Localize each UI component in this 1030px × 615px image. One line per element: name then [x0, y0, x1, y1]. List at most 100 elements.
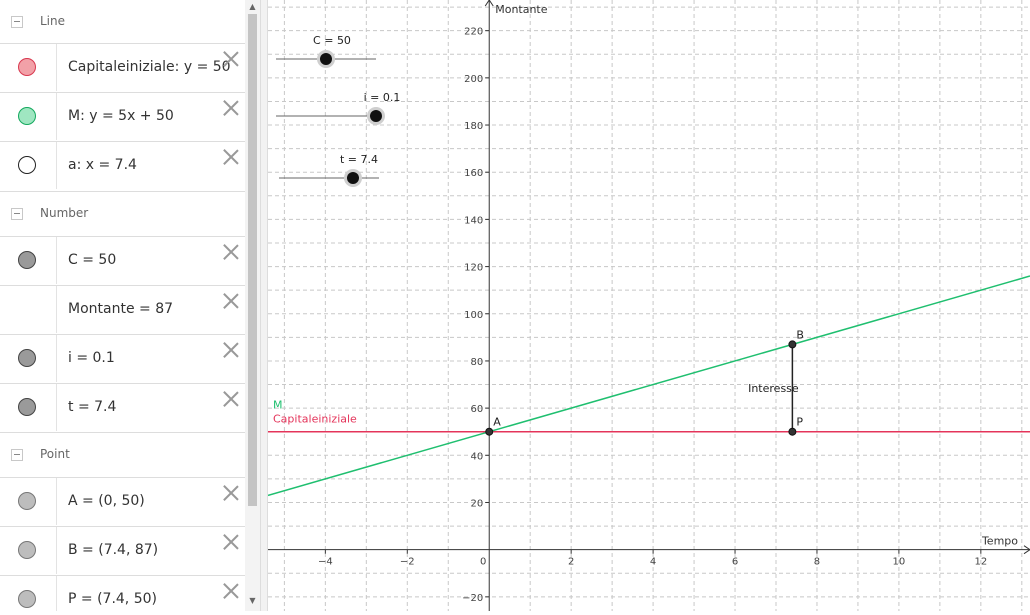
view-divider[interactable]	[260, 0, 268, 611]
delete-icon[interactable]	[221, 98, 241, 118]
delete-icon[interactable]	[221, 147, 241, 167]
algebra-item-point-p[interactable]: P = (7.4, 50)	[0, 575, 245, 611]
algebra-view: Line Capitaleiniziale: y = 50 M: y = 5x …	[0, 0, 245, 611]
y-tick-label: 120	[464, 263, 483, 274]
category-point: Point	[0, 432, 245, 476]
point-b[interactable]	[788, 340, 797, 349]
axes: Tempo Montante	[268, 0, 1030, 611]
slider-c-handle[interactable]	[320, 53, 332, 65]
y-tick-label: 20	[470, 498, 483, 509]
line-capitaleiniziale-label: Capitaleiniziale	[273, 413, 357, 426]
delete-icon[interactable]	[221, 242, 241, 262]
delete-icon[interactable]	[221, 389, 241, 409]
sliders: C = 50 i = 0.1 t = 7.4	[276, 34, 400, 187]
slider-c[interactable]: C = 50	[276, 34, 376, 68]
x-tick-label: 10	[893, 557, 906, 568]
y-tick-label: 220	[464, 27, 483, 38]
x-tick-label: 0	[480, 557, 486, 568]
point-label-p: P	[796, 416, 803, 429]
algebra-item-label: i = 0.1	[68, 350, 115, 366]
y-tick-label: 200	[464, 74, 483, 85]
category-point-label: Point	[40, 447, 70, 461]
visibility-toggle-icon[interactable]	[18, 349, 36, 367]
slider-t-handle[interactable]	[347, 172, 359, 184]
points: A B P	[485, 328, 804, 436]
line-m[interactable]	[267, 275, 1030, 497]
algebra-item-label: A = (0, 50)	[68, 493, 145, 509]
scroll-down-icon[interactable]: ▼	[249, 596, 256, 605]
category-line-label: Line	[40, 14, 66, 28]
algebra-item-m[interactable]: M: y = 5x + 50	[0, 92, 245, 140]
y-tick-label: 160	[464, 168, 483, 179]
delete-icon[interactable]	[221, 291, 241, 311]
delete-icon[interactable]	[221, 581, 241, 601]
y-tick-label: 100	[464, 310, 483, 321]
slider-t[interactable]: t = 7.4	[279, 153, 379, 187]
algebra-item-capitaleiniziale[interactable]: Capitaleiniziale: y = 50	[0, 43, 245, 91]
visibility-toggle-icon[interactable]	[18, 541, 36, 559]
y-axis-label: Montante	[495, 3, 548, 16]
y-tick-label: 140	[464, 215, 483, 226]
algebra-item-i[interactable]: i = 0.1	[0, 334, 245, 382]
slider-c-label: C = 50	[313, 34, 351, 47]
visibility-toggle-icon[interactable]	[18, 58, 36, 76]
y-tick-label: 80	[470, 357, 483, 368]
delete-icon[interactable]	[221, 483, 241, 503]
point-a[interactable]	[485, 427, 494, 436]
scroll-up-icon[interactable]: ▲	[249, 2, 256, 11]
algebra-item-label: P = (7.4, 50)	[68, 591, 157, 607]
slider-i-label: i = 0.1	[364, 91, 401, 104]
delete-icon[interactable]	[221, 532, 241, 552]
delete-icon[interactable]	[221, 340, 241, 360]
y-tick-label: 180	[464, 121, 483, 132]
point-label-a: A	[493, 416, 501, 429]
graphics-canvas[interactable]: Tempo Montante −4 −2 0 2 4 6 8 10 12 −2020406080…	[267, 0, 1030, 611]
slider-i-handle[interactable]	[370, 110, 382, 122]
x-tick-label: 6	[732, 557, 738, 568]
algebra-item-label: Montante = 87	[68, 301, 174, 317]
collapse-number-toggle[interactable]	[11, 208, 23, 220]
visibility-toggle-icon[interactable]	[18, 590, 36, 608]
y-tick-label: −20	[462, 593, 483, 604]
visibility-toggle-icon[interactable]	[18, 107, 36, 125]
visibility-toggle-icon[interactable]	[18, 251, 36, 269]
category-number-label: Number	[40, 206, 89, 220]
segment-interesse-label: Interesse	[748, 382, 799, 395]
algebra-item-a[interactable]: a: x = 7.4	[0, 141, 245, 189]
visibility-toggle-icon[interactable]	[18, 492, 36, 510]
algebra-item-label: M: y = 5x + 50	[68, 108, 174, 124]
scrollbar-thumb[interactable]	[248, 14, 257, 506]
algebra-item-label: a: x = 7.4	[68, 157, 137, 173]
grid-lines	[268, 0, 1030, 611]
algebra-item-t[interactable]: t = 7.4	[0, 383, 245, 431]
algebra-item-point-a[interactable]: A = (0, 50)	[0, 477, 245, 525]
algebra-item-point-b[interactable]: B = (7.4, 87)	[0, 526, 245, 574]
x-axis-arrow-icon	[1023, 545, 1030, 555]
visibility-toggle-icon[interactable]	[18, 398, 36, 416]
slider-i[interactable]: i = 0.1	[276, 91, 400, 125]
x-tick-label: 4	[650, 557, 656, 568]
x-axis-label: Tempo	[981, 535, 1018, 548]
graphics-view[interactable]: Tempo Montante −4 −2 0 2 4 6 8 10 12 −20 20 40 60 80…	[267, 0, 1030, 611]
y-tick-labels: −20 20 40 60 80 100 120 140 160 180 200 220	[462, 27, 490, 604]
x-tick-label: 2	[568, 557, 574, 568]
category-number: Number	[0, 191, 245, 235]
x-tick-label: 12	[974, 557, 987, 568]
algebra-item-montante[interactable]: Montante = 87	[0, 285, 245, 333]
algebra-item-label: Capitaleiniziale: y = 50	[68, 59, 231, 75]
collapse-line-toggle[interactable]	[11, 16, 23, 28]
line-m-label: M	[273, 398, 283, 411]
x-tick-label: −2	[400, 557, 415, 568]
delete-icon[interactable]	[221, 49, 241, 69]
y-tick-label: 60	[470, 404, 483, 415]
slider-t-label: t = 7.4	[340, 153, 378, 166]
x-tick-labels: −4 −2 0 2 4 6 8 10 12	[318, 549, 987, 568]
y-tick-label: 40	[470, 451, 483, 462]
algebra-item-c[interactable]: C = 50	[0, 236, 245, 284]
algebra-item-label: t = 7.4	[68, 399, 117, 415]
visibility-toggle-icon[interactable]	[18, 156, 36, 174]
category-line: Line	[0, 0, 245, 43]
point-p[interactable]	[788, 427, 797, 436]
algebra-item-label: C = 50	[68, 252, 117, 268]
collapse-point-toggle[interactable]	[11, 449, 23, 461]
